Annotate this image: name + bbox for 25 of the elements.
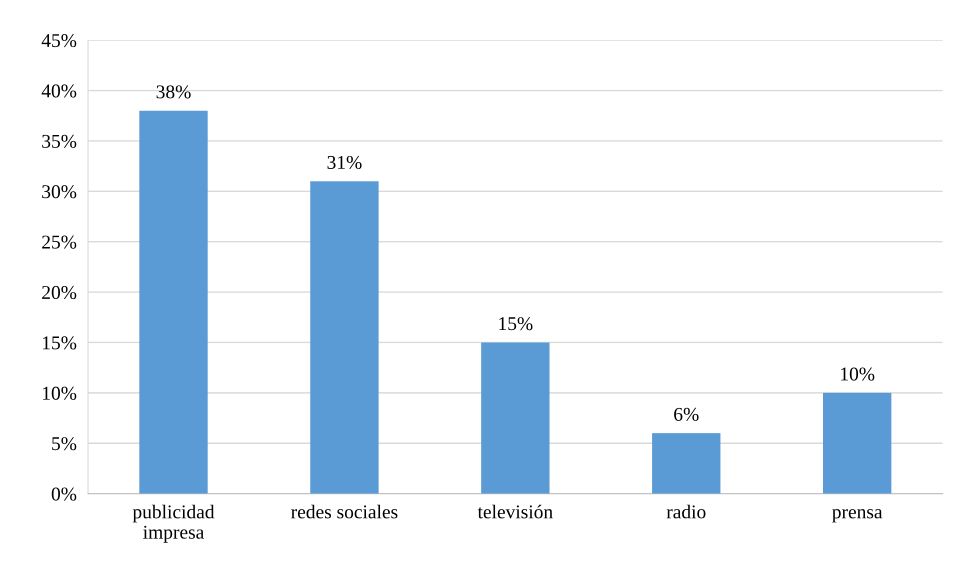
bar <box>823 392 892 494</box>
data-label: 31% <box>328 156 362 170</box>
bar <box>139 110 208 494</box>
y-tick-label: 45% <box>42 34 76 48</box>
y-tick-label: 5% <box>52 437 76 450</box>
bar <box>481 342 550 494</box>
bar <box>652 433 720 494</box>
x-tick-label: televisión <box>478 504 553 518</box>
y-tick-label: 20% <box>42 286 76 300</box>
y-tick-label: 25% <box>42 236 76 249</box>
y-tick-label: 0% <box>52 487 76 501</box>
y-tick-label: 40% <box>42 84 76 98</box>
bar <box>310 181 379 494</box>
x-tick-label: publicidad impresa <box>132 504 214 543</box>
y-tick-label: 30% <box>42 185 76 198</box>
data-label: 38% <box>156 85 191 98</box>
y-tick-label: 35% <box>42 134 76 148</box>
data-label: 15% <box>499 317 533 330</box>
data-label: 6% <box>674 408 699 421</box>
y-tick-label: 10% <box>43 386 76 400</box>
x-tick-label: prensa <box>832 509 882 522</box>
x-tick-label: radio <box>666 504 706 518</box>
data-label: 10% <box>841 367 874 381</box>
y-tick-label: 15% <box>43 336 76 350</box>
x-tick-label: redes sociales <box>291 504 398 518</box>
